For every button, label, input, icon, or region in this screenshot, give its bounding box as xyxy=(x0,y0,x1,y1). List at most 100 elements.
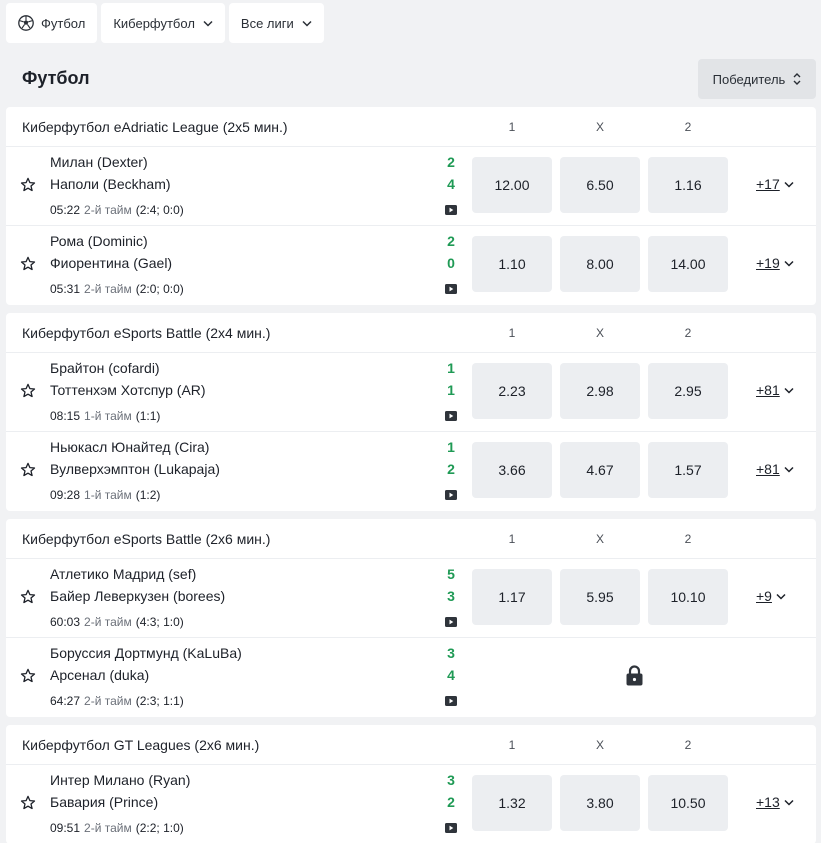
star-icon[interactable] xyxy=(20,668,36,684)
odd-draw-button[interactable]: 2.98 xyxy=(560,363,640,419)
away-team-name[interactable]: Вулверхэмптон (Lukapaja) xyxy=(50,461,220,477)
match-row[interactable]: Брайтон (cofardi) Тоттенхэм Хотспур (AR) 1… xyxy=(6,353,816,432)
star-icon[interactable] xyxy=(20,795,36,811)
odd-away-win-button[interactable]: 1.16 xyxy=(648,157,728,213)
more-markets-link[interactable]: +81 xyxy=(756,461,794,477)
odd-home-win-button[interactable]: 3.66 xyxy=(472,442,552,498)
match-half: 2-й тайм xyxy=(84,821,132,835)
match-row[interactable]: Боруссия Дортмунд (KaLuBa) Арсенал (duka)… xyxy=(6,638,816,717)
play-icon[interactable] xyxy=(445,490,457,500)
league-title[interactable]: Киберфутбол eSports Battle (2x4 мин.) xyxy=(22,325,271,341)
home-team-name[interactable]: Рома (Dominic) xyxy=(50,233,148,249)
star-icon[interactable] xyxy=(20,177,36,193)
home-team-name[interactable]: Боруссия Дортмунд (KaLuBa) xyxy=(50,645,242,661)
away-score: 4 xyxy=(447,667,455,683)
match-time: 05:22 xyxy=(50,203,81,217)
star-icon[interactable] xyxy=(20,383,36,399)
match-row[interactable]: Ньюкасл Юнайтед (Cira) Вулверхэмптон (Luk… xyxy=(6,432,816,511)
away-team-name[interactable]: Арсенал (duka) xyxy=(50,667,150,683)
play-icon[interactable] xyxy=(445,411,457,421)
home-team-name[interactable]: Атлетико Мадрид (sef) xyxy=(50,566,197,582)
league-block: Киберфутбол eSports Battle (2x6 мин.) 1 X 2… xyxy=(6,519,816,717)
home-team-name[interactable]: Брайтон (cofardi) xyxy=(50,360,160,376)
odd-away-win-button[interactable]: 1.57 xyxy=(648,442,728,498)
odd-draw-button[interactable]: 5.95 xyxy=(560,569,640,625)
match-half: 1-й тайм xyxy=(84,409,132,423)
match-half: 1-й тайм xyxy=(84,488,132,502)
home-score: 1 xyxy=(447,360,455,376)
more-markets-link[interactable]: +13 xyxy=(756,794,794,810)
league-title[interactable]: Киберфутбол eAdriatic League (2x5 мин.) xyxy=(22,119,288,135)
home-team-name[interactable]: Милан (Dexter) xyxy=(50,154,148,170)
more-markets-link[interactable]: +9 xyxy=(756,588,786,604)
soccer-ball-icon xyxy=(18,15,34,31)
play-icon[interactable] xyxy=(445,284,457,294)
odd-home-win-button[interactable]: 12.00 xyxy=(472,157,552,213)
odds-column-header: 2 xyxy=(684,326,692,340)
away-team-name[interactable]: Байер Леверкузен (borees) xyxy=(50,588,226,604)
match-time: 60:03 xyxy=(50,615,81,629)
match-row[interactable]: Рома (Dominic) Фиорентина (Gael) 2 0 05:31 2-… xyxy=(6,226,816,305)
odd-away-win-button[interactable]: 2.95 xyxy=(648,363,728,419)
sort-updown-icon xyxy=(793,72,801,86)
play-icon[interactable] xyxy=(445,823,457,833)
odd-away-win-button[interactable]: 14.00 xyxy=(648,236,728,292)
more-markets-link[interactable]: +17 xyxy=(756,176,794,192)
odd-home-win-button[interactable]: 1.32 xyxy=(472,775,552,831)
away-score: 3 xyxy=(447,588,455,604)
match-time: 08:15 xyxy=(50,409,81,423)
play-icon[interactable] xyxy=(445,205,457,215)
away-team-name[interactable]: Бавария (Prince) xyxy=(50,794,159,810)
home-team-name[interactable]: Интер Милано (Ryan) xyxy=(50,772,191,788)
star-icon[interactable] xyxy=(20,462,36,478)
match-row[interactable]: Милан (Dexter) Наполи (Beckham) 2 4 05:22 2-й… xyxy=(6,147,816,226)
more-markets-count: +81 xyxy=(756,382,780,398)
away-team-name[interactable]: Фиорентина (Gael) xyxy=(50,255,173,271)
match-score-details: (2:3; 1:1) xyxy=(135,694,184,708)
match-status: 64:27 2-й тайм (2:3; 1:1) xyxy=(50,694,184,708)
home-score: 3 xyxy=(447,772,455,788)
more-markets-count: +9 xyxy=(756,588,772,604)
match-row[interactable]: Интер Милано (Ryan) Бавария (Prince) 3 2 09:… xyxy=(6,765,816,843)
more-markets-link[interactable]: +81 xyxy=(756,382,794,398)
market-sort-button[interactable]: Победитель xyxy=(698,59,816,99)
away-team-name[interactable]: Тоттенхэм Хотспур (AR) xyxy=(50,382,206,398)
match-half: 2-й тайм xyxy=(84,615,132,629)
odd-away-win-button[interactable]: 10.50 xyxy=(648,775,728,831)
away-score: 1 xyxy=(447,382,455,398)
chevron-down-icon xyxy=(784,181,794,188)
filter-cyber-dropdown[interactable]: Киберфутбол xyxy=(101,3,225,43)
chevron-down-icon xyxy=(302,20,312,27)
odd-home-win-button[interactable]: 1.17 xyxy=(472,569,552,625)
odd-draw-button[interactable]: 4.67 xyxy=(560,442,640,498)
odd-away-win-button[interactable]: 10.10 xyxy=(648,569,728,625)
play-icon[interactable] xyxy=(445,696,457,706)
star-icon[interactable] xyxy=(20,256,36,272)
match-score-details: (1:2) xyxy=(135,488,161,502)
odd-draw-button[interactable]: 8.00 xyxy=(560,236,640,292)
league-title[interactable]: Киберфутбол GT Leagues (2x6 мин.) xyxy=(22,737,260,753)
filter-leagues-label: Все лиги xyxy=(240,15,294,31)
away-score: 2 xyxy=(447,461,455,477)
league-block: Киберфутбол eAdriatic League (2x5 мин.) 1… xyxy=(6,107,816,305)
league-title[interactable]: Киберфутбол eSports Battle (2x6 мин.) xyxy=(22,531,271,547)
match-time: 05:31 xyxy=(50,282,81,296)
star-icon[interactable] xyxy=(20,589,36,605)
page-title: Футбол xyxy=(22,68,90,88)
match-row[interactable]: Атлетико Мадрид (sef) Байер Леверкузен (b… xyxy=(6,559,816,638)
more-markets-link[interactable]: +19 xyxy=(756,255,794,271)
odd-home-win-button[interactable]: 1.10 xyxy=(472,236,552,292)
away-team-name[interactable]: Наполи (Beckham) xyxy=(50,176,171,192)
match-status: 05:22 2-й тайм (2:4; 0:0) xyxy=(50,203,184,217)
chevron-down-icon xyxy=(776,593,786,600)
match-half: 2-й тайм xyxy=(84,282,132,296)
more-markets-count: +19 xyxy=(756,255,780,271)
filter-leagues-dropdown[interactable]: Все лиги xyxy=(228,3,324,43)
odd-draw-button[interactable]: 6.50 xyxy=(560,157,640,213)
odd-home-win-button[interactable]: 2.23 xyxy=(472,363,552,419)
play-icon[interactable] xyxy=(445,617,457,627)
odd-draw-button[interactable]: 3.80 xyxy=(560,775,640,831)
filter-football-button[interactable]: Футбол xyxy=(6,3,98,43)
home-team-name[interactable]: Ньюкасл Юнайтед (Cira) xyxy=(50,439,210,455)
match-time: 09:51 xyxy=(50,821,81,835)
